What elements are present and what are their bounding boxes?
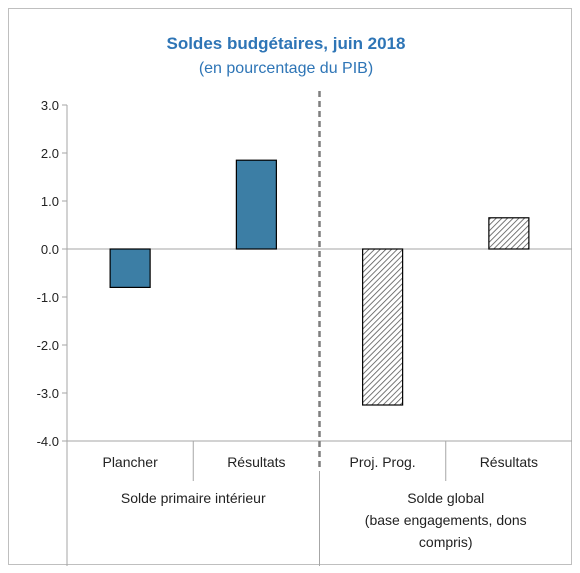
y-tick-label: -1.0 xyxy=(37,290,59,305)
y-tick-label: 0.0 xyxy=(41,242,59,257)
group-label: (base engagements, dons xyxy=(365,512,527,528)
bar-2-1 xyxy=(362,248,404,406)
y-tick-label: -3.0 xyxy=(37,386,59,401)
y-tick-label: -2.0 xyxy=(37,338,59,353)
category-label: Plancher xyxy=(102,454,158,470)
chart-subtitle: (en pourcentage du PIB) xyxy=(199,60,373,77)
bar-chart: Soldes budgétaires, juin 2018 (en pource… xyxy=(37,34,572,566)
category-label: Résultats xyxy=(227,454,285,470)
y-tick-label: -4.0 xyxy=(37,434,59,449)
bar-2-2 xyxy=(488,217,530,250)
group-label: Solde primaire intérieur xyxy=(121,490,266,506)
chart-title: Soldes budgétaires, juin 2018 xyxy=(166,34,405,53)
y-tick-label: 2.0 xyxy=(41,146,59,161)
bar-1-1 xyxy=(109,248,151,289)
group-label: compris) xyxy=(419,534,473,550)
bar-1-2 xyxy=(235,159,277,250)
y-tick-label: 1.0 xyxy=(41,194,59,209)
group-label: Solde global xyxy=(407,490,484,506)
y-tick-label: 3.0 xyxy=(41,98,59,113)
category-label: Résultats xyxy=(480,454,538,470)
category-label: Proj. Prog. xyxy=(350,454,416,470)
chart-frame: Soldes budgétaires, juin 2018 (en pource… xyxy=(8,8,572,566)
